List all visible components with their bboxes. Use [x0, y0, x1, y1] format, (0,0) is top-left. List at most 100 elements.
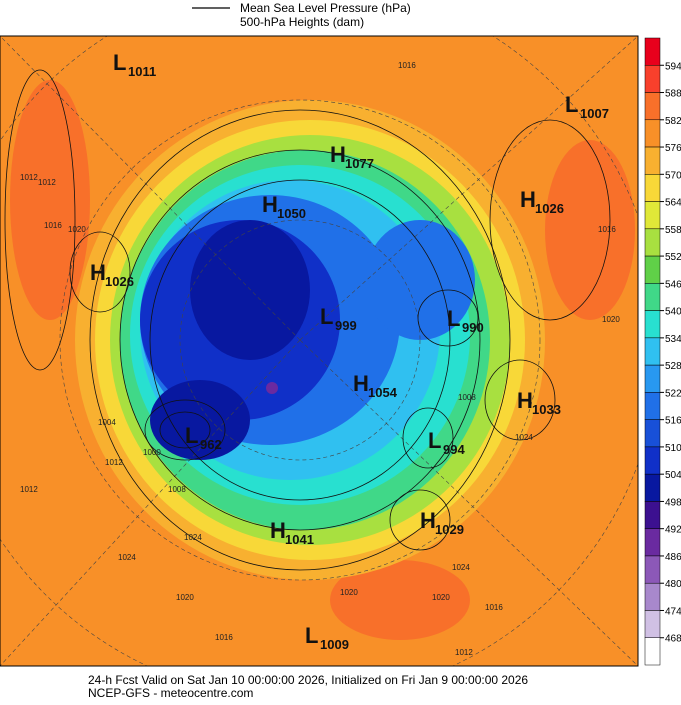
isobar-label: 1012: [38, 178, 56, 187]
footer-text: 24-h Fcst Valid on Sat Jan 10 00:00:00 2…: [88, 673, 528, 687]
colorbar-label: 546: [665, 279, 681, 290]
colorbar-swatch: [644, 337, 661, 366]
center-letter: H: [262, 192, 278, 217]
center-value: 1026: [535, 201, 564, 216]
colorbar-label: 540: [665, 307, 681, 318]
isobar-label: 1020: [340, 588, 358, 597]
colorbar-swatch: [644, 610, 661, 638]
center-value: 1009: [320, 637, 349, 652]
isobar-label: 1004: [98, 418, 116, 427]
colorbar-swatch: [644, 446, 661, 475]
center-letter: L: [428, 428, 441, 453]
isobar-label: 1024: [452, 563, 470, 572]
center-value: 990: [462, 320, 484, 335]
colorbar: 594 588 582 576 570 564 558 552 546 540 534 528 522 5…: [644, 37, 681, 666]
colorbar-label: 528: [665, 361, 681, 372]
colorbar-label: 582: [665, 116, 681, 127]
center-letter: H: [353, 371, 369, 396]
colorbar-swatch: [644, 473, 661, 502]
colorbar-label: 576: [665, 143, 681, 154]
colorbar-swatch: [644, 310, 661, 339]
isobar-label: 1020: [68, 225, 86, 234]
colorbar-label: 558: [665, 225, 681, 236]
center-value: 962: [200, 437, 222, 452]
center-letter: H: [517, 388, 533, 413]
colorbar-label: 534: [665, 334, 681, 345]
colorbar-swatch: [644, 65, 661, 93]
colorbar-label: 564: [665, 198, 681, 209]
center-value: 994: [443, 442, 465, 457]
colorbar-swatch: [644, 201, 661, 230]
center-value: 1029: [435, 522, 464, 537]
colorbar-label: 480: [665, 579, 681, 590]
isobar-label: 1008: [168, 485, 186, 494]
colorbar-swatch: [644, 419, 661, 448]
legend-text: Mean Sea Level Pressure (hPa): [240, 1, 411, 15]
center-letter: L: [320, 304, 333, 329]
colorbar-swatch: [644, 528, 661, 557]
colorbar-label: 594: [665, 61, 681, 72]
colorbar-label: 504: [665, 470, 681, 481]
colorbar-swatch: [644, 637, 661, 666]
isobar-label: 1016: [398, 61, 416, 70]
colorbar-label: 516: [665, 416, 681, 427]
colorbar-swatch: [644, 392, 661, 420]
center-value: 1033: [532, 402, 561, 417]
colorbar-label: 588: [665, 89, 681, 100]
isobar-label: 1012: [105, 458, 123, 467]
isobar-label: 1024: [515, 433, 533, 442]
center-value: 1007: [580, 106, 609, 121]
isobar-label: 1024: [118, 553, 136, 562]
isobar-label: 1020: [176, 593, 194, 602]
center-letter: L: [565, 92, 578, 117]
colorbar-label: 468: [665, 634, 681, 645]
legend-text: 500-hPa Heights (dam): [240, 15, 364, 29]
colorbar-swatch: [644, 364, 661, 393]
colorbar-label: 486: [665, 552, 681, 563]
colorbar-label: 498: [665, 497, 681, 508]
colorbar-swatch: [644, 174, 661, 202]
map-frame: [0, 35, 639, 667]
center-value: 1077: [345, 156, 374, 171]
colorbar-label: 492: [665, 525, 681, 536]
center-letter: H: [270, 518, 286, 543]
colorbar-swatch: [644, 92, 661, 121]
colorbar-swatch: [644, 37, 661, 66]
center-letter: L: [447, 306, 460, 331]
colorbar-label: 510: [665, 443, 681, 454]
isobar-label: 1016: [44, 221, 62, 230]
isobar-label: 1016: [485, 603, 503, 612]
isobar-label: 1012: [20, 173, 38, 182]
center-letter: H: [330, 142, 346, 167]
isobar-label: 1012: [455, 648, 473, 657]
center-letter: L: [185, 423, 198, 448]
center-value: 1050: [277, 206, 306, 221]
center-value: 999: [335, 318, 357, 333]
center-letter: H: [520, 187, 536, 212]
colorbar-label: 552: [665, 252, 681, 263]
colorbar-label: 474: [665, 606, 681, 617]
isobar-label: 1000: [143, 448, 161, 457]
colorbar-swatch: [644, 501, 661, 529]
colorbar-swatch: [644, 119, 661, 148]
isobar-label: 1008: [458, 393, 476, 402]
footer-text: NCEP-GFS - meteocentre.com: [88, 686, 253, 700]
colorbar-swatch: [644, 146, 661, 175]
colorbar-swatch: [644, 228, 661, 257]
isobar-label: 1016: [598, 225, 616, 234]
isobar-label: 1020: [602, 315, 620, 324]
center-letter: L: [113, 50, 126, 75]
colorbar-swatch: [644, 283, 661, 311]
center-letter: L: [305, 623, 318, 648]
center-value: 1026: [105, 274, 134, 289]
map: [0, 36, 638, 666]
isobar-label: 1024: [184, 533, 202, 542]
colorbar-swatch: [644, 555, 661, 584]
colorbar-label: 570: [665, 170, 681, 181]
isobar-label: 1020: [432, 593, 450, 602]
center-letter: H: [90, 260, 106, 285]
colorbar-swatch: [644, 582, 661, 611]
isobar-label: 1016: [215, 633, 233, 642]
center-letter: H: [420, 508, 436, 533]
